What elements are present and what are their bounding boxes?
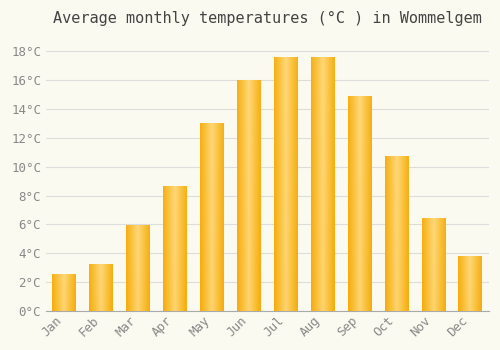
- Title: Average monthly temperatures (°C ) in Wommelgem: Average monthly temperatures (°C ) in Wo…: [53, 11, 482, 26]
